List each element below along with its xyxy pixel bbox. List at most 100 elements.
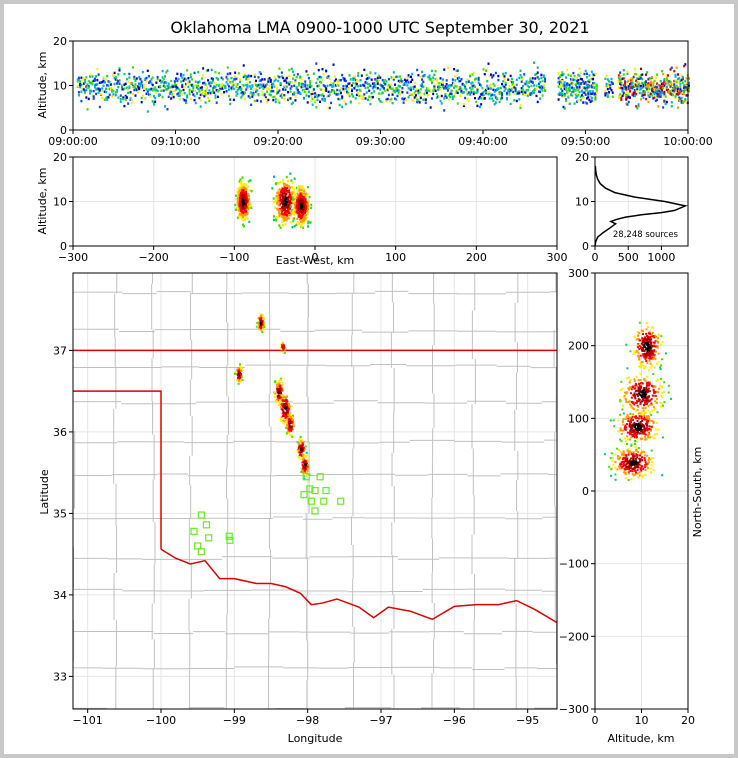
plan-view-source [285, 419, 288, 422]
time-height-source [489, 87, 492, 90]
time-height-source [530, 84, 533, 88]
time-height-source [333, 75, 336, 78]
plan-view-source [303, 461, 306, 464]
ns-height-source [610, 452, 613, 455]
time-height-source [186, 82, 189, 85]
time-height-source [140, 100, 143, 104]
time-height-source [611, 91, 614, 94]
time-height-source [433, 85, 436, 88]
time-height-source [416, 96, 419, 100]
time-height-source [223, 86, 226, 89]
time-height-source [455, 69, 458, 73]
time-height-source [129, 98, 132, 102]
ns-height-source [623, 437, 626, 440]
time-height-source [334, 90, 337, 93]
plan-view-ytick-label: 35 [53, 507, 67, 520]
time-height-source [676, 90, 679, 93]
time-height-source [619, 86, 622, 90]
time-height-source [646, 71, 649, 74]
time-height-source [487, 91, 490, 94]
time-height-source [235, 85, 238, 88]
time-height-source [353, 75, 356, 78]
time-height-source [576, 76, 579, 80]
time-height-source [79, 80, 82, 83]
time-height-source [226, 83, 229, 86]
ns-height-source [647, 349, 650, 352]
time-height-source [520, 90, 523, 94]
plan-view-source [259, 322, 262, 325]
time-height-source [654, 87, 657, 91]
ew-height-source [279, 207, 282, 211]
time-height-source [640, 82, 643, 86]
ns-height-source [628, 438, 631, 441]
ew-height-source [289, 194, 292, 198]
time-height-source [85, 76, 88, 79]
time-height-source [104, 97, 107, 100]
time-height-source [259, 100, 262, 103]
time-height-source [108, 81, 111, 84]
time-height-source [561, 92, 564, 95]
time-height-source [293, 93, 296, 96]
plan-view-source [237, 367, 240, 370]
time-height-source [589, 78, 592, 81]
time-height-source [464, 96, 467, 100]
time-height-source [229, 81, 232, 84]
plan-view-source [283, 345, 286, 348]
ew-height-source [288, 204, 291, 207]
ew-height-source [282, 178, 285, 181]
ns-height-source [626, 431, 629, 434]
time-height-source [220, 82, 223, 86]
time-height-source [183, 77, 186, 81]
ew-height-source [292, 210, 295, 213]
ns-height-source [648, 433, 651, 436]
time-height-source [200, 93, 203, 96]
ns-height-source [654, 394, 657, 397]
ns-height-source [635, 375, 638, 378]
plan-view-source [281, 383, 284, 386]
ns-height-source [624, 417, 627, 420]
time-height-source [352, 95, 355, 98]
ns-height-source [652, 331, 655, 334]
time-height-source [568, 87, 571, 91]
ns-height-source [637, 417, 640, 420]
time-height-source [380, 84, 383, 87]
ew-height-source [284, 218, 287, 221]
time-height-source [567, 95, 570, 98]
time-height-source [498, 100, 501, 104]
time-height-source [250, 87, 253, 90]
ew-height-source [306, 200, 309, 204]
plan-view-source [283, 399, 286, 402]
time-height-source [412, 99, 415, 102]
time-height-source [561, 71, 564, 74]
plan-view-source [279, 386, 282, 389]
ns-height-source [645, 465, 648, 468]
plan-view-grid [73, 273, 557, 709]
time-height-source [605, 83, 608, 86]
time-height-source [529, 77, 532, 80]
plan-view-source [303, 466, 306, 469]
ew-height-source [242, 186, 245, 190]
time-height-source [519, 69, 522, 72]
time-height-source [266, 90, 269, 93]
time-height-source [197, 87, 200, 91]
ns-height-source [661, 474, 664, 477]
time-height-source [344, 87, 347, 90]
time-height-source [96, 87, 99, 90]
ew-height-source [289, 207, 292, 210]
time-height-source [277, 91, 280, 94]
time-height-source [84, 78, 87, 82]
plan-view-source [299, 450, 302, 453]
time-height-source [379, 100, 382, 103]
time-height-source [514, 89, 517, 92]
time-height-source [567, 89, 570, 92]
ns-height-source [636, 472, 639, 475]
time-height-xtick-label: 10:00:00 [663, 135, 712, 148]
time-height-source [590, 70, 593, 73]
time-height-source [660, 85, 663, 88]
time-height-source [321, 93, 324, 96]
time-height-source [649, 80, 652, 83]
time-height-source [643, 93, 646, 96]
time-height-source [625, 96, 628, 99]
time-height-source [435, 92, 438, 96]
time-height-source [449, 84, 452, 87]
